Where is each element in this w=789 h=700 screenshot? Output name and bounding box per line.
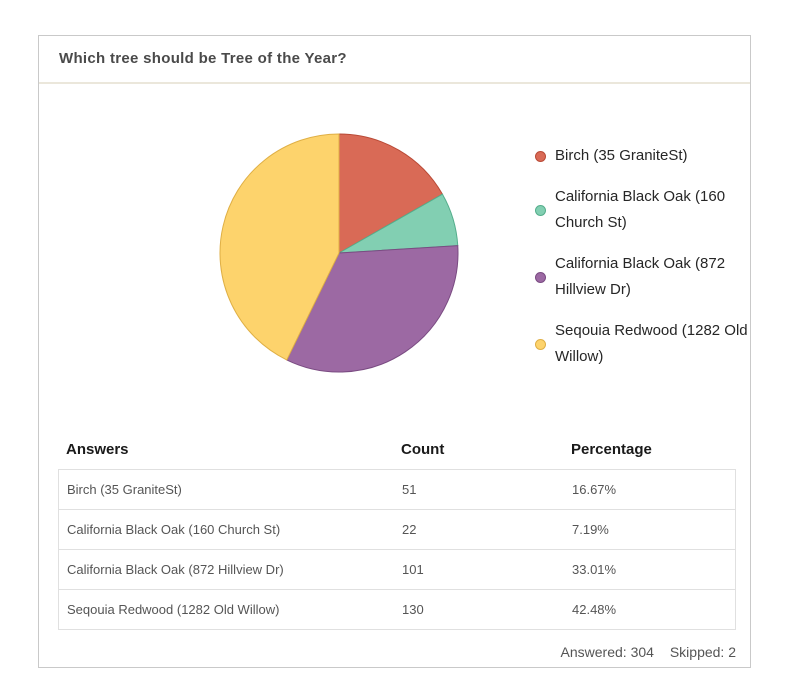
percentage-cell: 42.48% — [572, 602, 617, 617]
answered-count: Answered: 304 — [560, 644, 654, 660]
table-body: Birch (35 GraniteSt) 51 16.67% Californi… — [58, 469, 736, 630]
table-row: California Black Oak (160 Church St) 22 … — [59, 510, 735, 550]
column-header-percentage: Percentage — [571, 440, 652, 458]
legend-label: Birch (35 GraniteSt) — [555, 147, 688, 164]
question-title: Which tree should be Tree of the Year? — [59, 50, 347, 67]
legend-item[interactable]: California Black Oak (160 Church St) — [535, 184, 749, 236]
legend-swatch — [535, 338, 546, 350]
column-header-count: Count — [401, 440, 445, 458]
legend-item[interactable]: Birch (35 GraniteSt) — [535, 143, 749, 169]
count-cell: 130 — [402, 602, 424, 617]
legend-item[interactable]: California Black Oak (872 Hillview Dr) — [535, 251, 749, 303]
answer-cell: California Black Oak (872 Hillview Dr) — [67, 562, 284, 577]
percentage-cell: 7.19% — [572, 522, 609, 537]
legend-label: California Black Oak (872 Hillview Dr) — [555, 255, 726, 298]
count-cell: 51 — [402, 482, 417, 497]
survey-question-card: Which tree should be Tree of the Year? B… — [38, 35, 751, 668]
pie-slice[interactable] — [219, 133, 340, 361]
legend-label: Seqouia Redwood (1282 Old Willow) — [555, 322, 748, 365]
column-header-answers: Answers — [66, 440, 129, 458]
pie-chart-svg — [219, 133, 459, 373]
legend-label: California Black Oak (160 Church St) — [555, 188, 726, 231]
response-summary: Answered: 304 Skipped: 2 — [561, 644, 736, 660]
percentage-cell: 33.01% — [572, 562, 617, 577]
count-cell: 101 — [402, 562, 424, 577]
results-table: Answers Count Percentage Birch (35 Grani… — [58, 429, 736, 630]
legend-swatch — [535, 271, 546, 283]
table-row: California Black Oak (872 Hillview Dr) 1… — [59, 550, 735, 590]
percentage-cell: 16.67% — [572, 482, 617, 497]
answer-cell: California Black Oak (160 Church St) — [67, 522, 281, 537]
table-row: Seqouia Redwood (1282 Old Willow) 130 42… — [59, 590, 735, 629]
legend-swatch — [535, 150, 546, 162]
table-header-row: Answers Count Percentage — [58, 429, 736, 469]
legend-swatch — [535, 204, 546, 216]
header-divider — [39, 82, 750, 84]
pie-slice[interactable] — [338, 133, 444, 254]
table-row: Birch (35 GraniteSt) 51 16.67% — [59, 470, 735, 510]
pie-slice[interactable] — [286, 245, 459, 373]
pie-chart — [219, 133, 459, 373]
answer-cell: Seqouia Redwood (1282 Old Willow) — [67, 602, 280, 617]
skipped-count: Skipped: 2 — [669, 644, 736, 660]
count-cell: 22 — [402, 522, 417, 537]
chart-legend: Birch (35 GraniteSt) California Black Oa… — [535, 143, 749, 385]
legend-item[interactable]: Seqouia Redwood (1282 Old Willow) — [535, 318, 749, 370]
answer-cell: Birch (35 GraniteSt) — [67, 482, 182, 497]
